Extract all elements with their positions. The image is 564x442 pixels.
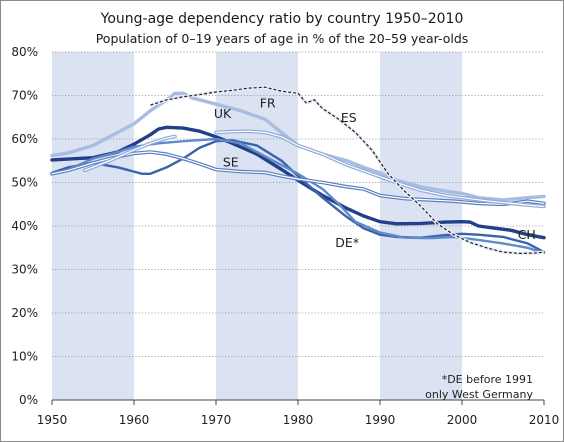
x-tick-label: 1980 <box>283 413 314 427</box>
series-label-ch: CH <box>518 227 536 242</box>
y-tick-label: 70% <box>11 89 38 103</box>
series-line-fr <box>50 91 546 202</box>
x-tick-label: 1950 <box>37 413 68 427</box>
chart-subtitle: Population of 0–19 years of age in % of … <box>96 31 469 46</box>
y-tick-label: 80% <box>11 45 38 59</box>
series-line-fr-stroke <box>50 91 546 202</box>
series-line-unlabeled-5-inner <box>84 135 176 171</box>
y-tick-label: 10% <box>11 350 38 364</box>
y-tick-label: 20% <box>11 306 38 320</box>
series-line-unlabeled-6-inner <box>215 130 545 207</box>
series-label-se: SE <box>223 154 239 169</box>
x-tick-label: 2010 <box>529 413 560 427</box>
footnote-line-1: *DE before 1991 <box>442 373 533 386</box>
footnote-line-2: only West Germany <box>425 388 533 401</box>
x-tick-label: 1970 <box>201 413 232 427</box>
y-tick-label: 50% <box>11 176 38 190</box>
y-tick-label: 0% <box>19 393 38 407</box>
x-tick-label: 1960 <box>119 413 150 427</box>
series-line-es-dashes <box>150 86 545 254</box>
series-label-uk: UK <box>214 106 232 121</box>
series-label-fr: FR <box>260 96 276 111</box>
series-line-unlabeled-5 <box>83 134 177 173</box>
y-tick-label: 30% <box>11 263 38 277</box>
shaded-decade-0 <box>52 52 134 400</box>
series-label-es: ES <box>341 110 357 125</box>
series-line-unlabeled-6 <box>214 129 546 209</box>
series-label-de: DE* <box>335 235 359 250</box>
y-tick-label: 40% <box>11 219 38 233</box>
series-line-es <box>149 85 545 256</box>
series-line-se <box>50 150 546 207</box>
series-line-se-inner <box>51 151 545 205</box>
chart-title: Young-age dependency ratio by country 19… <box>100 11 464 27</box>
x-tick-label: 1990 <box>365 413 396 427</box>
y-tick-label: 60% <box>11 132 38 146</box>
x-tick-label: 2000 <box>447 413 478 427</box>
